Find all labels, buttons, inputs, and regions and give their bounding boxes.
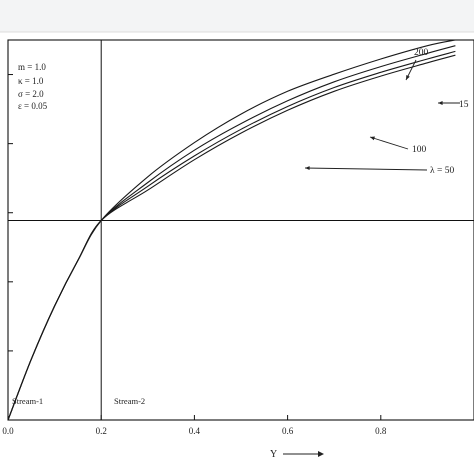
callout-arrowhead-2 — [370, 136, 375, 141]
x-tick-label-0: 0.0 — [2, 426, 14, 436]
top-band — [0, 0, 474, 32]
callout-line-3 — [304, 167, 428, 171]
callout-arrowhead-3 — [305, 166, 310, 171]
curve-label-lambda-50: λ = 50 — [430, 166, 454, 176]
callout-arrowhead-0 — [406, 75, 410, 80]
stream-2-label: Stream-2 — [114, 396, 145, 406]
param-sigma: σ = 2.0 — [18, 89, 44, 99]
curves — [7, 39, 456, 421]
curve-label-200: 200 — [414, 48, 429, 58]
curve-series-3 — [7, 54, 456, 421]
x-tick-label-4: 0.8 — [375, 426, 387, 436]
x-axis-title: Y — [270, 449, 277, 460]
x-tick-labels: 0.0 0.2 0.4 0.6 0.8 — [2, 426, 387, 436]
curve-label-100: 100 — [412, 145, 427, 155]
curve-label-15: 15 — [459, 100, 469, 110]
x-axis-arrow — [283, 451, 324, 457]
stream-1-label: Stream-1 — [12, 396, 43, 406]
param-kappa: κ = 1.0 — [18, 76, 44, 86]
callout-arrowhead-1 — [438, 101, 443, 105]
x-tick-label-2: 0.4 — [189, 426, 201, 436]
param-epsilon: ε = 0.05 — [18, 101, 48, 111]
parameter-block: m = 1.0 κ = 1.0 σ = 2.0 ε = 0.05 — [18, 62, 48, 111]
curve-callouts — [304, 59, 460, 171]
x-tick-label-3: 0.6 — [282, 426, 294, 436]
callout-line-2 — [369, 136, 409, 150]
reference-lines — [8, 40, 474, 420]
plot-frame — [7, 39, 474, 421]
plot-area — [7, 39, 474, 421]
param-m: m = 1.0 — [18, 62, 46, 72]
x-tick-label-1: 0.2 — [96, 426, 107, 436]
